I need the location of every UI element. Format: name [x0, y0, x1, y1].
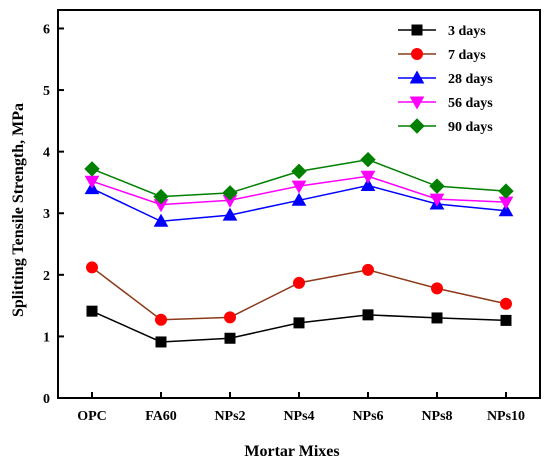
legend-entry: 90 days: [398, 118, 493, 135]
y-tick-label: 3: [43, 207, 50, 222]
data-point: [155, 313, 167, 326]
data-point: [84, 161, 100, 177]
data-point: [498, 203, 514, 217]
data-point: [222, 207, 238, 221]
legend-entry: 7 days: [398, 48, 486, 63]
data-point: [429, 193, 445, 207]
x-tick-label: NPs10: [487, 409, 525, 424]
data-point: [431, 312, 443, 324]
legend-label: 7 days: [448, 48, 486, 63]
data-point: [155, 336, 167, 348]
data-point: [291, 163, 307, 180]
data-point: [86, 261, 98, 274]
data-point: [153, 213, 169, 227]
data-point: [291, 192, 307, 206]
y-tick-label: 5: [43, 84, 50, 99]
y-tick-label: 2: [43, 269, 50, 284]
x-tick-label: FA60: [145, 409, 177, 424]
series-56-days: [84, 170, 514, 213]
data-point: [222, 185, 238, 201]
y-tick-label: 4: [43, 146, 50, 161]
legend-label: 56 days: [448, 96, 493, 111]
legend-marker: [409, 118, 425, 134]
data-point: [86, 305, 98, 317]
legend-marker: [411, 24, 423, 36]
data-point: [291, 180, 307, 194]
data-point: [153, 188, 169, 205]
data-point: [360, 151, 376, 168]
legend-label: 90 days: [448, 120, 493, 135]
data-point: [362, 309, 374, 321]
data-point: [429, 178, 445, 194]
data-point: [360, 178, 376, 192]
legend-entry: 3 days: [398, 24, 486, 39]
data-point: [293, 317, 305, 329]
x-axis-title: Mortar Mixes: [244, 443, 339, 460]
series-7-days: [86, 261, 512, 326]
data-point: [224, 332, 236, 344]
axes: 0 1 2 3 4 5 6 OPC FA60 NPs2 NPs4 NPs6 NPs8 NPs10: [43, 9, 541, 424]
legend-entry: 28 days: [398, 70, 493, 87]
data-point: [360, 170, 376, 184]
data-point: [498, 183, 514, 199]
x-tick-label: NPs8: [421, 409, 452, 424]
data-point: [500, 314, 512, 326]
x-tick-label: NPs4: [283, 409, 314, 424]
y-tick-label: 6: [43, 22, 50, 37]
data-point: [500, 297, 512, 310]
y-tick-label: 1: [43, 330, 50, 345]
data-point: [431, 282, 443, 295]
data-point: [293, 276, 305, 289]
legend-entry: 56 days: [398, 96, 493, 111]
series-3-days: [86, 305, 512, 348]
x-tick-label: NPs2: [214, 409, 245, 424]
legend-label: 3 days: [448, 24, 486, 39]
legend-marker: [409, 96, 425, 110]
x-tick-label: OPC: [77, 409, 107, 424]
legend-label: 28 days: [448, 72, 493, 87]
y-tick-label: 0: [43, 392, 50, 407]
data-point: [224, 311, 236, 324]
legend-marker: [411, 48, 423, 60]
legend: 3 days 7 days 28 days 56 days 90 days: [398, 24, 493, 135]
series-90-days: [84, 151, 514, 205]
data-point: [362, 263, 374, 276]
legend-marker: [409, 70, 425, 84]
y-axis-title: Splitting Tensile Strength, MPa: [10, 103, 27, 317]
series-layer: [84, 151, 514, 348]
x-tick-label: NPs6: [352, 409, 383, 424]
